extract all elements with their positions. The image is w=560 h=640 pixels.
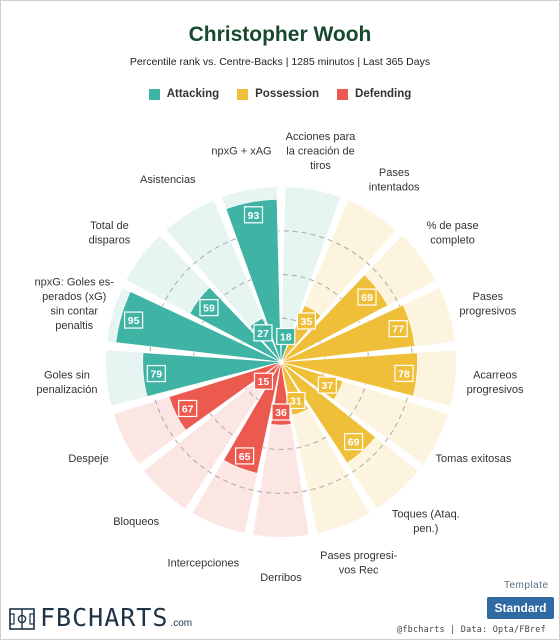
value-wedge[interactable] [225, 198, 282, 363]
value-badge: 77 [388, 320, 408, 338]
pitch-icon [9, 608, 35, 630]
value-badge-box [394, 364, 414, 382]
background-sector [166, 200, 281, 362]
value-badge: 78 [394, 364, 414, 382]
value-badge: 36 [271, 403, 291, 421]
background-sector [281, 187, 341, 362]
value-wedge[interactable] [280, 352, 418, 397]
value-badge-box [146, 364, 166, 383]
value-badge-box [253, 324, 273, 342]
value-badge-box [253, 372, 274, 390]
category-label: Goles sin penalización [36, 370, 97, 397]
value-badge-box [296, 312, 317, 330]
chart-subtitle: Percentile rank vs. Centre-Backs | 1285 … [129, 56, 431, 68]
value-label: 27 [257, 328, 269, 340]
category-label: Pases progresivos [459, 291, 516, 318]
chart-title: Christopher Wooh [188, 23, 372, 46]
value-badge: 93 [243, 206, 264, 224]
category-label: Total de disparos [89, 220, 131, 247]
value-badge: 69 [343, 433, 364, 451]
category-labels: Acciones para la creación de tiros Pases int… [34, 131, 524, 584]
value-badge: 15 [253, 372, 274, 390]
legend-swatch-possession [237, 88, 249, 100]
category-label: % de pase completo [427, 220, 479, 247]
value-label: 59 [203, 303, 215, 315]
value-badge: 79 [146, 364, 166, 383]
value-badge-box [276, 327, 296, 346]
template-standard-button[interactable]: Standard [487, 597, 554, 619]
category-label: Toques (Ataq. pen.) [392, 509, 460, 536]
value-badge: 27 [253, 324, 273, 342]
value-badge: 65 [235, 447, 255, 465]
value-badge-box [286, 391, 306, 410]
category-label: npxG: Goles es-perados (xG) sin contar pen… [34, 276, 114, 332]
value-label: 37 [321, 380, 333, 392]
category-label: Bloqueos [113, 516, 159, 528]
value-badge: 37 [317, 376, 337, 394]
logo-text: FBCHARTS [40, 603, 169, 632]
value-wedge[interactable] [115, 291, 282, 363]
value-label: 77 [392, 324, 404, 336]
legend-label-possession: Possession [255, 88, 320, 100]
value-label: 31 [290, 395, 302, 407]
value-badge-box [243, 206, 264, 224]
value-label: 78 [398, 368, 410, 380]
category-label: Asistencias [140, 174, 196, 186]
value-wedge[interactable] [142, 352, 282, 397]
value-badge-box [357, 288, 377, 306]
data-credits: @fbcharts | Data: Opta/FBref [397, 625, 546, 635]
legend-label-defending: Defending [355, 88, 412, 100]
legend-item-possession[interactable]: Possession [237, 88, 319, 100]
value-label: 35 [301, 316, 313, 328]
legend-item-defending[interactable]: Defending [337, 88, 411, 100]
category-label: Pases progresi-vos Rec [320, 550, 397, 577]
category-label: Intercepciones [168, 557, 240, 569]
value-badge-box [317, 376, 337, 394]
value-label: 67 [182, 403, 194, 415]
legend: Attacking Possession Defending [1, 88, 559, 100]
category-label: npxG + xAG [211, 146, 271, 158]
category-label: Tomas exitosas [436, 453, 512, 465]
value-badge: 95 [124, 311, 144, 329]
value-badge: 69 [357, 288, 377, 306]
value-label: 15 [258, 376, 270, 388]
value-label: 79 [150, 369, 162, 381]
logo-suffix: .com [170, 618, 193, 629]
value-label: 69 [348, 437, 360, 449]
value-badge-box [199, 299, 219, 317]
legend-item-attacking[interactable]: Attacking [148, 88, 220, 100]
background-sector [144, 362, 281, 509]
category-label: Despeje [68, 453, 108, 465]
legend-swatch-attacking [148, 88, 160, 100]
value-badge-box [388, 320, 408, 338]
category-label: Acciones para la creación de tiros [286, 131, 357, 172]
value-badge: 67 [178, 399, 198, 418]
value-label: 93 [248, 210, 260, 222]
value-label: 65 [239, 451, 251, 463]
category-label: Pases intentados [369, 167, 420, 194]
value-badge-box [343, 433, 364, 451]
value-badge: 31 [286, 391, 306, 410]
value-badge-box [235, 447, 255, 465]
value-badge-box [271, 403, 291, 421]
template-label: Template [504, 580, 549, 591]
category-label: Acarreos progresivos [467, 370, 524, 397]
value-wedge[interactable] [280, 304, 416, 363]
value-badge-box [178, 399, 198, 418]
legend-label-attacking: Attacking [166, 88, 220, 100]
value-badge: 35 [296, 312, 317, 330]
fbcharts-logo: FBCHARTS .com [9, 605, 192, 630]
value-badge: 18 [276, 327, 296, 346]
category-label: Derribos [260, 572, 302, 584]
legend-swatch-defending [337, 88, 349, 100]
value-label: 18 [280, 331, 292, 343]
value-badge-box [124, 311, 144, 329]
value-badge: 59 [199, 299, 219, 317]
value-label: 69 [361, 292, 373, 304]
value-label: 36 [275, 407, 287, 419]
value-label: 95 [128, 315, 140, 327]
